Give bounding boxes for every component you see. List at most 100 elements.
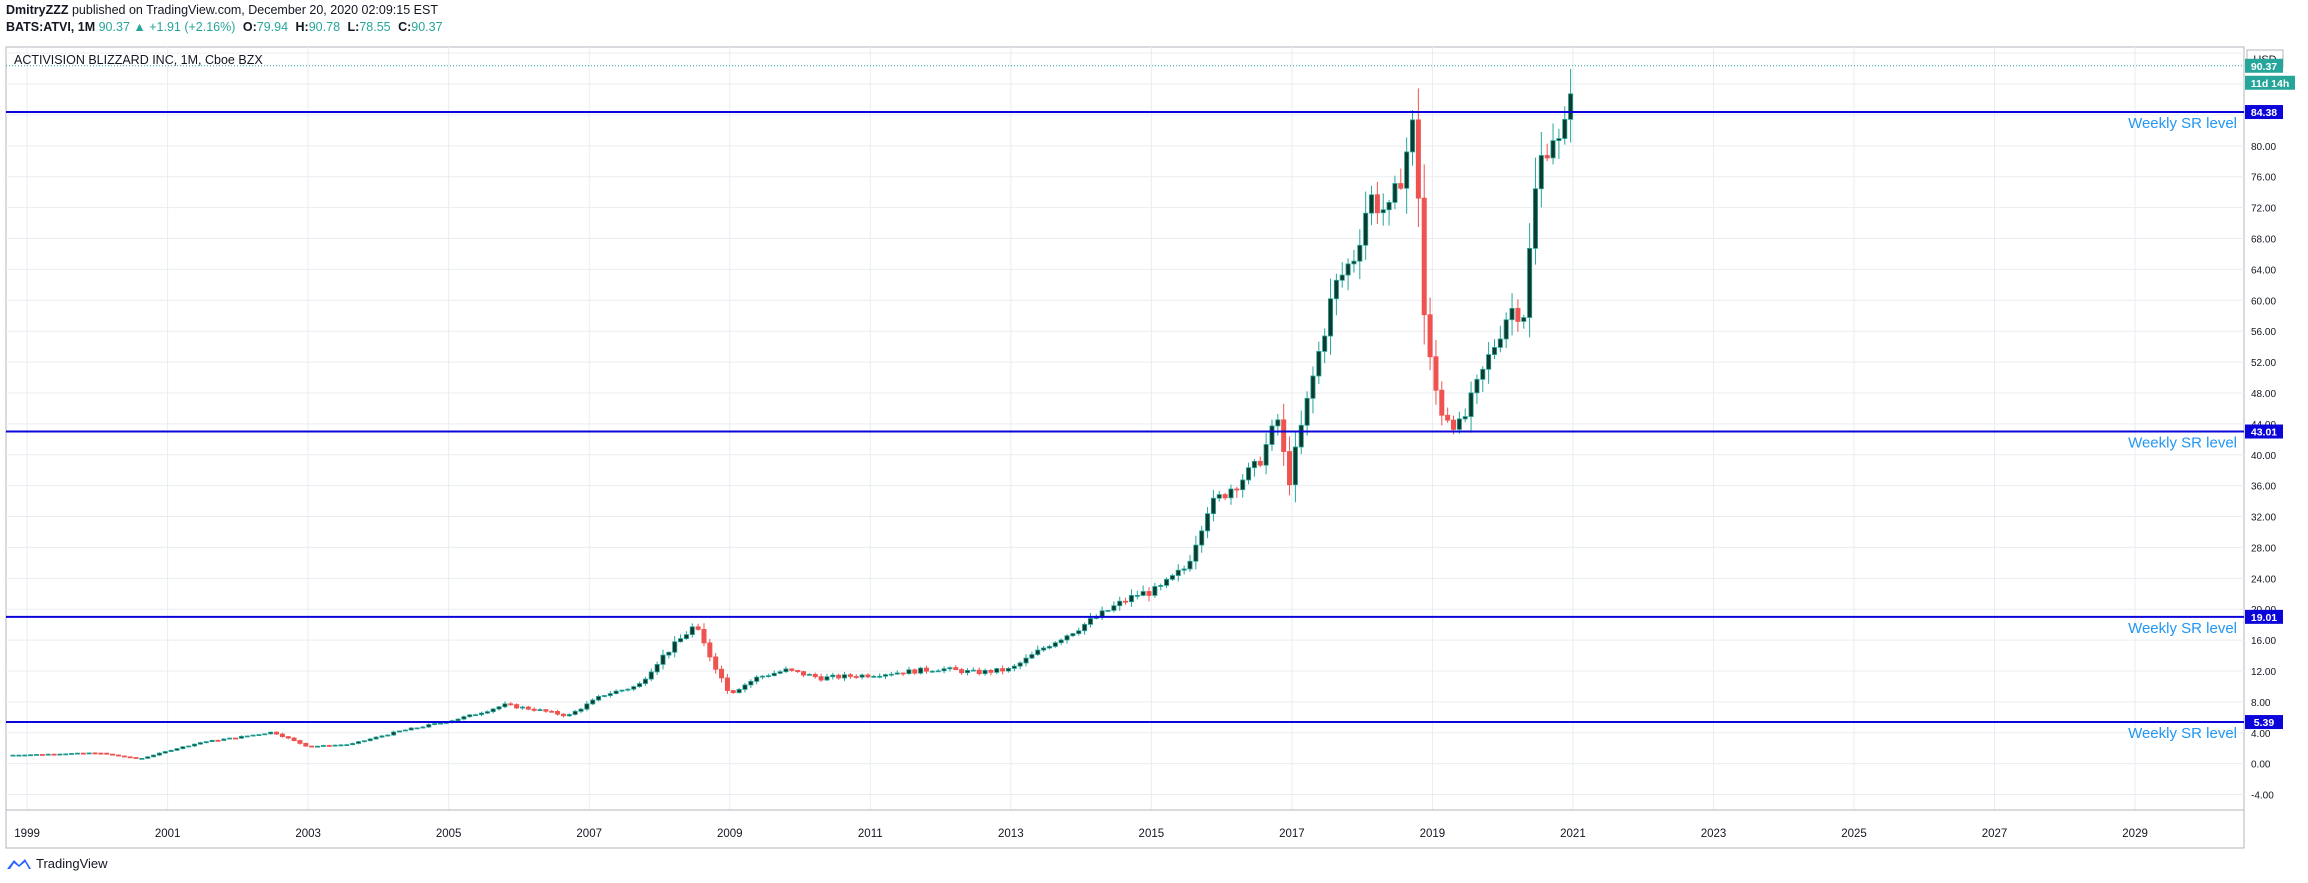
candle — [1023, 657, 1029, 664]
sr-levels: Weekly SR level Weekly SR level Weekly SR … — [6, 111, 2244, 742]
y-tick-label: 80.00 — [2251, 142, 2276, 153]
y-tick-label: 16.00 — [2251, 636, 2276, 647]
x-tick-label: 2011 — [858, 828, 883, 840]
candle — [760, 675, 766, 678]
candle — [1146, 591, 1152, 596]
candle — [882, 674, 889, 677]
candle — [28, 754, 34, 757]
candle — [590, 699, 596, 705]
candle — [923, 667, 930, 672]
candle — [355, 741, 362, 744]
candle — [186, 745, 192, 748]
price-change: ▲ +1.91 (+2.16%) — [133, 20, 236, 34]
chart-frame — [5, 46, 2245, 849]
candle — [537, 709, 543, 712]
candle — [1374, 194, 1380, 214]
price-badges: 84.38 43.01 19.01 5.39 90.37 11d 14h — [2245, 58, 2295, 730]
candle — [344, 744, 350, 747]
candle — [560, 713, 566, 717]
candle — [1193, 544, 1199, 562]
candle — [1298, 424, 1304, 448]
candle — [1439, 389, 1445, 416]
candle — [244, 735, 250, 738]
candle — [1035, 649, 1041, 655]
candle — [1070, 633, 1076, 637]
candle — [514, 704, 520, 709]
x-tick-label: 2001 — [155, 828, 181, 840]
candle — [151, 754, 157, 758]
candle — [1158, 585, 1164, 587]
high-value: 90.78 — [308, 20, 341, 34]
candle — [941, 668, 947, 672]
candle — [192, 743, 198, 747]
candle — [10, 754, 16, 757]
candle — [836, 674, 842, 679]
x-tick-label: 2019 — [1420, 828, 1446, 840]
candle — [1415, 119, 1421, 199]
candle — [672, 641, 678, 653]
candle — [1427, 314, 1433, 358]
candle — [57, 753, 63, 756]
candle — [508, 703, 514, 706]
candle — [1480, 368, 1486, 380]
candle — [877, 675, 883, 678]
candle — [1210, 497, 1216, 515]
candle — [613, 690, 619, 695]
sr-level-text: Weekly SR level — [2128, 115, 2237, 132]
candle — [847, 674, 853, 677]
candle — [315, 745, 321, 748]
open-label: O: — [242, 20, 257, 34]
candle — [162, 751, 168, 754]
candle — [127, 756, 133, 759]
candle — [432, 723, 438, 725]
candle — [238, 736, 244, 739]
candle — [994, 668, 1000, 673]
candle — [1082, 623, 1088, 632]
candle — [478, 712, 484, 716]
time-axis[interactable]: 1999 2001 2003 2005 2007 2009 2011 2013 2015 2017… — [6, 809, 2244, 840]
candle — [215, 739, 221, 742]
candle — [1351, 260, 1357, 265]
candle — [373, 736, 379, 740]
candle — [326, 745, 332, 747]
candle — [139, 757, 145, 760]
candle — [519, 706, 525, 709]
candle — [115, 754, 121, 757]
candle — [719, 668, 725, 679]
candle — [437, 722, 443, 725]
candle — [865, 674, 871, 678]
chart-title: ACTIVISION BLIZZARD INC, 1M, Cboe BZX — [14, 53, 263, 67]
candle — [1046, 646, 1052, 649]
candle — [1322, 335, 1328, 352]
author-name[interactable]: DmitryZZZ — [6, 3, 69, 17]
candle — [1058, 639, 1064, 644]
sr-price-badge — [2245, 609, 2283, 624]
candle — [285, 736, 291, 739]
last-price: 90.37 — [98, 20, 130, 34]
candle — [250, 734, 256, 737]
candle — [1117, 600, 1123, 607]
candle — [1251, 460, 1257, 469]
candle — [982, 669, 988, 675]
x-tick-label: 2013 — [998, 828, 1024, 840]
tradingview-logo-icon — [7, 858, 31, 869]
candle — [988, 669, 994, 673]
candle — [98, 752, 104, 755]
sr-price-label: 5.39 — [2254, 717, 2275, 729]
candle — [233, 737, 239, 740]
candle — [209, 739, 215, 743]
candle — [256, 734, 262, 736]
candle — [666, 651, 672, 656]
candle — [1462, 416, 1468, 420]
candle — [777, 671, 783, 674]
y-tick-label: 52.00 — [2251, 358, 2276, 369]
candle — [1468, 392, 1474, 417]
candle — [180, 746, 186, 750]
candle — [63, 753, 69, 756]
candle — [871, 675, 877, 678]
candle — [596, 696, 602, 701]
candle — [197, 742, 203, 745]
footer-brand[interactable]: TradingView — [6, 856, 108, 871]
candle — [1550, 140, 1556, 159]
